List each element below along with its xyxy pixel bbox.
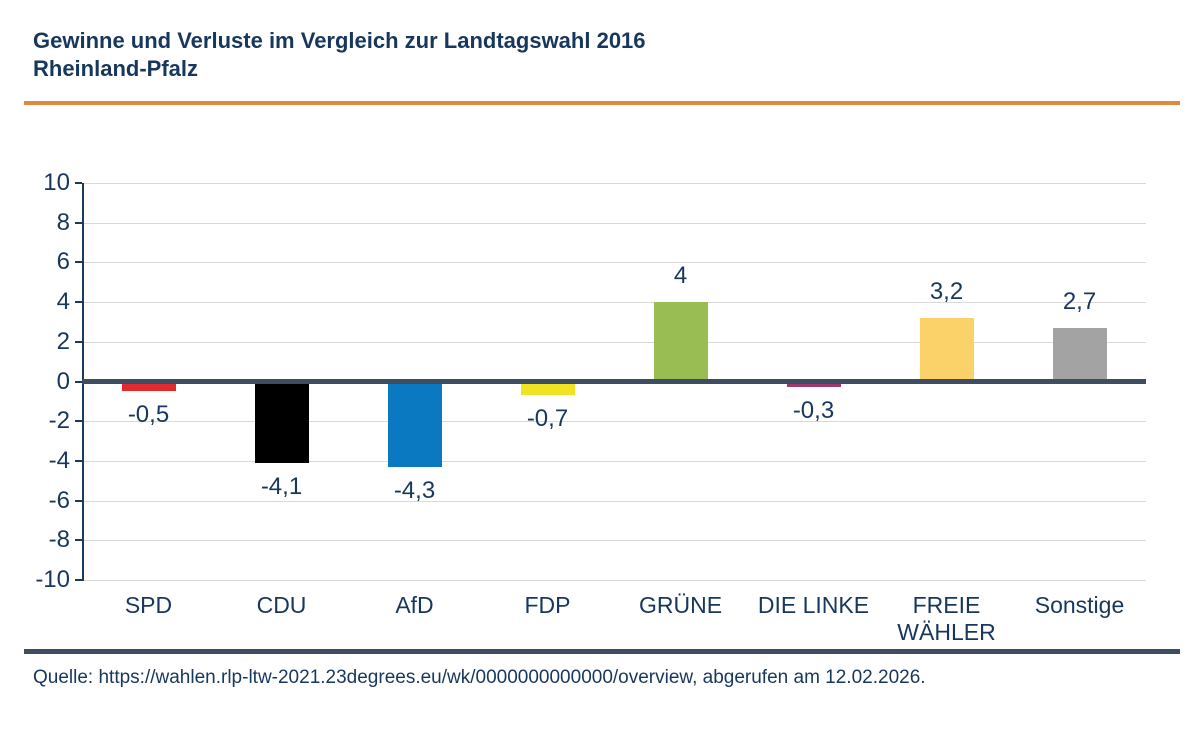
bar-gr-ne: [653, 302, 708, 382]
header-accent-rule: [24, 101, 1180, 105]
bar-die-linke: [786, 381, 841, 388]
y-axis-tick: [75, 340, 82, 343]
bar-value-label: -0,5: [127, 401, 170, 429]
bar-value-label: -0,7: [526, 405, 569, 433]
y-gridline: [84, 540, 1146, 542]
bar-value-label: 3,2: [929, 277, 964, 305]
y-axis-tick: [75, 459, 82, 462]
y-gridline: [84, 341, 1146, 343]
x-axis-category-label: AfD: [395, 592, 434, 618]
x-axis-category-label: DIE LINKE: [757, 592, 870, 618]
y-gridline: [84, 262, 1146, 264]
y-gridline: [84, 421, 1146, 423]
bar-fdp: [520, 381, 575, 396]
footer-divider-rule: [24, 649, 1180, 654]
y-axis-tick-label: -4: [48, 446, 70, 474]
x-axis-category-label: FDP: [524, 592, 571, 618]
y-gridline: [84, 183, 1146, 184]
y-axis-tick-label: 0: [56, 367, 70, 395]
y-gridline: [84, 460, 1146, 462]
bar-cdu: [254, 381, 309, 463]
y-axis-tick-label: 10: [43, 169, 70, 196]
zero-baseline: [82, 379, 1146, 384]
y-gridline: [84, 302, 1146, 304]
y-axis-tick: [75, 221, 82, 224]
bar-value-label: -4,1: [260, 472, 303, 500]
y-axis-tick-label: 2: [56, 327, 70, 355]
y-axis-tick-label: -2: [48, 407, 70, 435]
y-axis-tick: [75, 579, 82, 581]
bar-value-label: 4: [673, 262, 688, 290]
bar-spd: [121, 381, 176, 392]
chart-title: Gewinne und Verluste im Vergleich zur La…: [33, 28, 646, 81]
y-axis-tick: [75, 261, 82, 264]
y-axis-tick: [75, 182, 82, 184]
x-axis-category-label: Sonstige: [1034, 592, 1125, 618]
y-axis-tick: [75, 380, 82, 383]
bar-value-label: -0,3: [792, 397, 835, 425]
x-axis-category-label: FREIE WÄHLER: [897, 592, 996, 645]
bar-value-label: -4,3: [393, 476, 436, 504]
bar-afd: [387, 381, 442, 467]
bar-freie-w-hler: [919, 317, 974, 382]
y-axis-tick-label: 6: [56, 248, 70, 276]
bar-sonstige: [1052, 327, 1107, 382]
y-axis-tick-label: 4: [56, 288, 70, 316]
y-gridline: [84, 500, 1146, 502]
y-axis-tick: [75, 301, 82, 304]
y-axis-tick-label: -8: [48, 526, 70, 554]
y-axis-tick: [75, 499, 82, 502]
y-axis-tick-label: -10: [35, 566, 70, 593]
x-axis-category-label: GRÜNE: [638, 592, 723, 618]
y-gridline: [84, 580, 1146, 581]
y-axis-tick-label: -6: [48, 486, 70, 514]
y-axis-tick: [75, 539, 82, 542]
x-axis-category-label: SPD: [124, 592, 173, 618]
bar-value-label: 2,7: [1062, 287, 1097, 315]
source-citation: Quelle: https://wahlen.rlp-ltw-2021.23de…: [33, 667, 926, 688]
x-axis-category-label: CDU: [256, 592, 307, 618]
y-axis-tick-label: 8: [56, 208, 70, 236]
y-gridline: [84, 222, 1146, 224]
y-axis-tick: [75, 420, 82, 423]
